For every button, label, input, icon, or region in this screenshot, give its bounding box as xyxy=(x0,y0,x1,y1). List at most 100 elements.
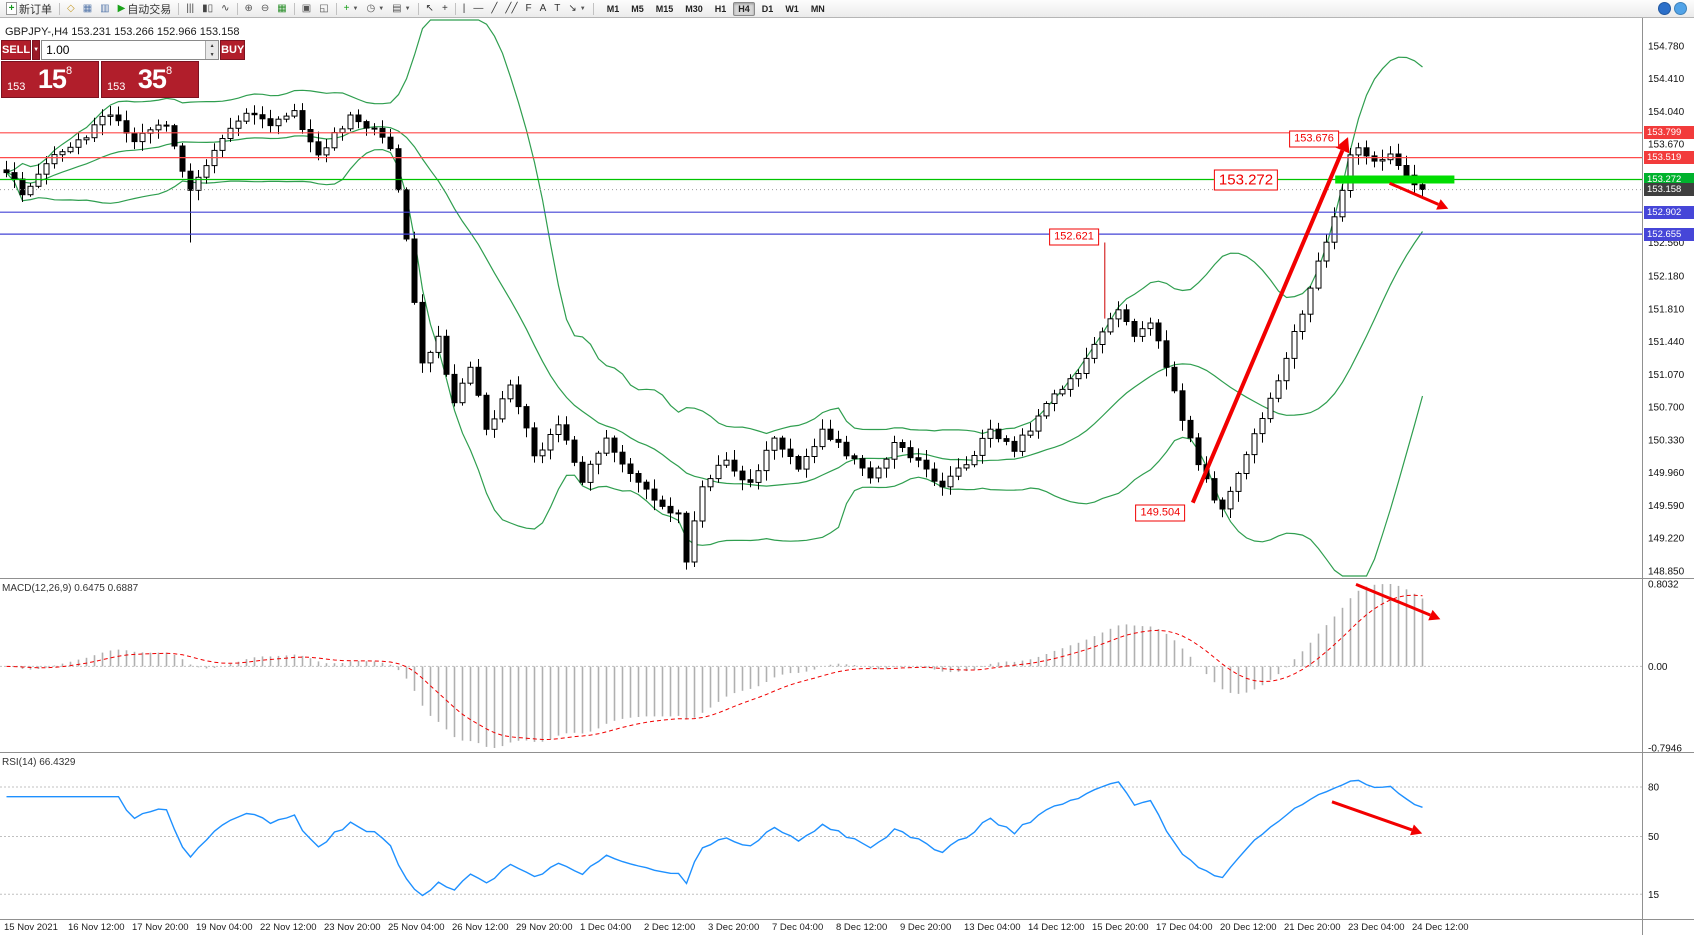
market-search-icon[interactable] xyxy=(1674,2,1687,15)
sell-dropdown-icon[interactable]: ▼ xyxy=(32,40,41,60)
ohlc-values: 153.231 153.266 152.966 153.158 xyxy=(71,26,240,38)
new-order-button-label: 新订单 xyxy=(19,3,52,16)
svg-text:149.960: 149.960 xyxy=(1648,468,1685,479)
candlestick-icon[interactable]: ▮▯ xyxy=(198,1,217,17)
chart-window[interactable]: 154.780154.410154.040153.670153.300152.9… xyxy=(0,18,1694,935)
svg-text:23 Dec 04:00: 23 Dec 04:00 xyxy=(1348,922,1405,933)
rsi-label: RSI(14) 66.4329 xyxy=(2,757,75,768)
grid-icon[interactable]: ▦ xyxy=(273,1,290,17)
timeframe-d1-button[interactable]: D1 xyxy=(761,3,774,14)
bollinger-upper-line xyxy=(6,19,1423,435)
buy-price-button[interactable]: 153 35 8 xyxy=(101,61,199,98)
grid-icon: ▦ xyxy=(277,2,287,14)
buy-button[interactable]: BUY xyxy=(220,40,246,60)
trendline-icon: ╱ xyxy=(491,2,498,14)
charts-window-icon[interactable]: ▦ xyxy=(79,1,96,17)
sell-price-button[interactable]: 153 15 8 xyxy=(1,61,99,98)
rsi-axis[interactable]: 80 50 15 xyxy=(1648,783,1660,901)
annotation-149.504[interactable]: 149.504 xyxy=(1135,504,1186,522)
cursor-icon[interactable]: ↖ xyxy=(422,1,438,17)
svg-text:24 Dec 12:00: 24 Dec 12:00 xyxy=(1412,922,1469,933)
bollinger-middle-line xyxy=(6,126,1423,487)
new-order-button[interactable]: + 新订单 xyxy=(2,1,56,17)
svg-text:150.700: 150.700 xyxy=(1648,403,1685,414)
tile-windows-icon[interactable]: ▣ xyxy=(298,1,315,17)
candlesticks xyxy=(3,103,1426,570)
symbol-period-label: GBPJPY-,H4 xyxy=(5,26,69,38)
crosshair-icon[interactable]: + xyxy=(438,1,452,17)
vertical-line-icon: | xyxy=(462,2,466,14)
timeframe-h4-button[interactable]: H4 xyxy=(733,1,755,16)
tile-windows-icon: ▣ xyxy=(301,2,312,14)
time-axis[interactable]: 15 Nov 2021 16 Nov 12:00 17 Nov 20:00 19 No… xyxy=(4,922,1469,933)
arrows-icon[interactable]: ↘ ▼ xyxy=(564,1,589,17)
timeframe-mn-button[interactable]: MN xyxy=(810,3,825,14)
timeframe-m30-button[interactable]: M30 xyxy=(685,3,703,14)
rsi-arrow[interactable] xyxy=(1331,800,1423,836)
trend-arrow-down[interactable] xyxy=(1389,181,1449,210)
channel-icon[interactable]: ╱╱ xyxy=(501,1,521,17)
arrange-windows-icon: ◱ xyxy=(319,2,329,14)
svg-text:26 Nov 12:00: 26 Nov 12:00 xyxy=(452,922,509,933)
svg-text:20 Dec 12:00: 20 Dec 12:00 xyxy=(1220,922,1277,933)
volume-input[interactable] xyxy=(42,41,206,59)
timeframe-toolbar: M1 M5 M15 M30 H1 H4 D1 W1 MN xyxy=(601,1,831,16)
svg-text:17 Dec 04:00: 17 Dec 04:00 xyxy=(1156,922,1213,933)
chart-shift-icon[interactable]: ◇ xyxy=(63,1,79,17)
svg-text:154.780: 154.780 xyxy=(1648,42,1685,53)
community-icon[interactable] xyxy=(1658,2,1671,15)
text-icon[interactable]: A xyxy=(536,1,551,17)
annotation-153.676[interactable]: 153.676 xyxy=(1289,130,1339,148)
one-click-trading-panel: SELL ▼ ▲ ▼ BUY 153 15 8 153 xyxy=(1,40,246,98)
channel-icon: ╱╱ xyxy=(505,2,518,14)
macd-label: MACD(12,26,9) 0.6475 0.6887 xyxy=(2,583,138,594)
toolbar-separator xyxy=(178,2,180,15)
price-axis[interactable]: 154.780154.410154.040153.670153.300152.9… xyxy=(1648,42,1685,578)
templates-button-dropdown-icon: ▼ xyxy=(404,5,411,12)
line-chart-icon[interactable]: ∿ xyxy=(217,1,233,17)
timeframe-m15-button[interactable]: M15 xyxy=(655,3,674,14)
svg-text:154.410: 154.410 xyxy=(1648,74,1685,85)
timeframe-h1-button[interactable]: H1 xyxy=(714,3,727,14)
arrange-windows-icon[interactable]: ◱ xyxy=(315,1,332,17)
volume-down-button[interactable]: ▼ xyxy=(206,50,219,59)
svg-text:50: 50 xyxy=(1648,832,1660,843)
svg-text:19 Nov 04:00: 19 Nov 04:00 xyxy=(196,922,253,933)
support-zone-rect[interactable] xyxy=(1335,175,1455,184)
zoom-in-icon[interactable]: ⊕ xyxy=(241,1,257,17)
zoom-in-icon: ⊕ xyxy=(244,2,253,14)
chart-canvas[interactable]: 154.780154.410154.040153.670153.300152.9… xyxy=(0,18,1694,935)
vertical-line-icon[interactable]: | xyxy=(459,1,470,17)
annotation-152.621[interactable]: 152.621 xyxy=(1049,228,1099,246)
timeframe-w1-button[interactable]: W1 xyxy=(785,3,799,14)
price-tag-153.519: 153.519 xyxy=(1644,151,1694,165)
toolbar-separator xyxy=(592,2,594,15)
templates-button[interactable]: ▤ ▼ xyxy=(388,1,414,17)
svg-text:152.560: 152.560 xyxy=(1648,238,1685,249)
timeframe-m1-button[interactable]: M1 xyxy=(606,3,620,14)
trendline-icon[interactable]: ╱ xyxy=(487,1,501,17)
indicators-button[interactable]: + ▼ xyxy=(340,1,363,17)
terminal-window-icon[interactable]: ▥ xyxy=(96,1,113,17)
buy-price-big: 35 xyxy=(137,64,167,94)
label-icon[interactable]: T xyxy=(550,1,564,17)
fibonacci-icon[interactable]: F xyxy=(521,1,535,17)
sell-button[interactable]: SELL xyxy=(1,40,32,60)
toolbar-right-icons xyxy=(1658,2,1692,15)
svg-text:150.330: 150.330 xyxy=(1648,435,1685,446)
trend-arrow-up[interactable] xyxy=(1190,137,1350,504)
annotation-153.272[interactable]: 153.272 xyxy=(1213,169,1279,191)
autotrade-button[interactable]: ▶ 自动交易 xyxy=(114,1,176,17)
periods-button[interactable]: ◷ ▼ xyxy=(362,1,388,17)
svg-text:0.00: 0.00 xyxy=(1648,662,1668,673)
ohlc-bars-icon[interactable]: ||| xyxy=(182,1,198,17)
horizontal-line-icon[interactable]: ― xyxy=(469,1,487,17)
volume-up-button[interactable]: ▲ xyxy=(206,41,219,50)
svg-text:14 Dec 12:00: 14 Dec 12:00 xyxy=(1028,922,1085,933)
buy-price-prefix: 153 xyxy=(107,81,126,93)
zoom-out-icon[interactable]: ⊖ xyxy=(257,1,273,17)
svg-text:2 Dec 12:00: 2 Dec 12:00 xyxy=(644,922,695,933)
timeframe-m5-button[interactable]: M5 xyxy=(631,3,644,14)
macd-arrow[interactable] xyxy=(1355,582,1441,621)
macd-axis[interactable]: 0.8032 0.00 -0.7946 xyxy=(1648,580,1682,755)
